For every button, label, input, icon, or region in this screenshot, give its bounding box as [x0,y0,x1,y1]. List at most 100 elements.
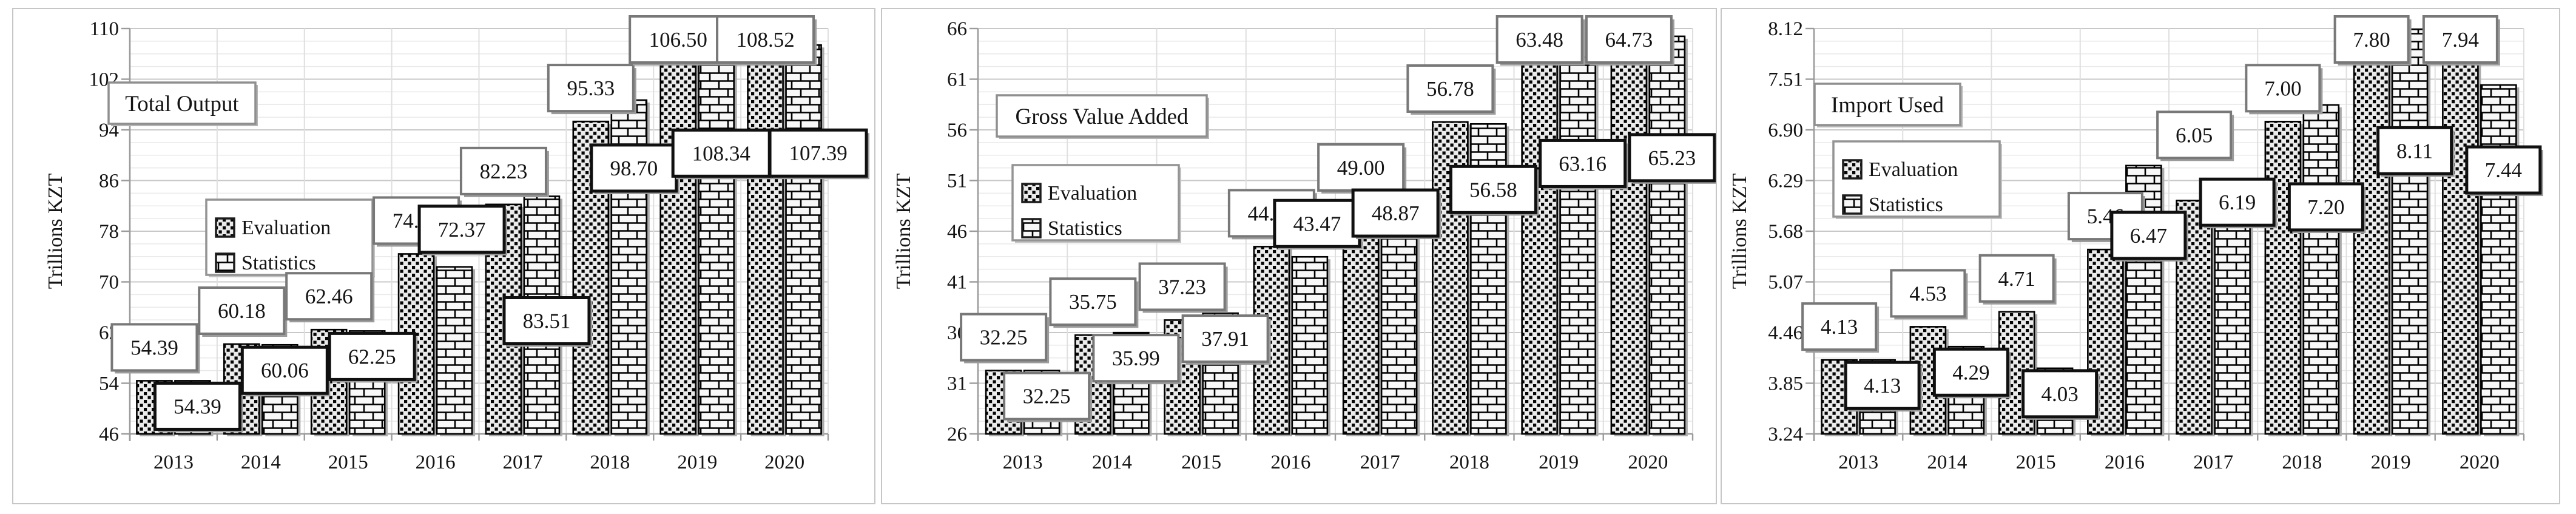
y-tick-label: 78 [99,221,119,243]
y-tick-label: 5.68 [1768,221,1803,243]
x-tick-label: 2019 [2371,451,2411,473]
x-tick-label: 2019 [1539,451,1579,473]
chart-panel-total-output: 46 54 62 70 78 86 94 102 110 2013 2014 2015 2016 2017… [12,8,875,504]
data-label-evaluation-2017: 49.00 [1317,143,1407,194]
data-label-statistics-2013: 54.39 [153,381,243,433]
data-label-value: 83.51 [523,309,571,333]
y-tick-label: 31 [947,373,967,395]
data-label-value: 108.52 [736,28,794,52]
data-label-evaluation-2018: 95.33 [547,64,636,115]
data-label-evaluation-2019: 7.80 [2333,15,2412,66]
legend-label-statistics: Statistics [241,252,316,274]
data-label-value: 62.46 [305,285,353,308]
legend-swatch-statistics-icon [1842,194,1863,215]
y-tick-label: 4.46 [1768,322,1803,344]
x-tick-label: 2018 [590,451,630,473]
x-tick-label: 2014 [241,451,281,473]
y-tick-label: 3.85 [1768,373,1803,395]
x-axis-tick-labels: 2013 2014 2015 2016 2017 2018 2019 2020 [1838,451,2500,473]
data-label-evaluation-2020: 7.94 [2422,15,2500,66]
bar-statistics-2019 [698,38,735,435]
data-label-value: 72.37 [438,218,486,242]
data-label-statistics-2019: 108.34 [671,128,773,180]
y-axis-tick-labels: 3.24 3.85 4.46 5.07 5.68 6.29 6.90 7.51 8.12 [1768,18,1803,445]
data-label-value: 6.05 [2176,123,2213,147]
data-label-evaluation-2018: 56.78 [1406,64,1496,115]
data-label-statistics-2014: 4.29 [1932,347,2011,399]
data-label-value: 108.34 [692,141,750,165]
x-tick-label: 2016 [1270,451,1310,473]
x-tick-label: 2015 [2016,451,2056,473]
data-label-evaluation-2014: 35.75 [1049,277,1139,328]
data-label-value: 56.58 [1469,178,1517,201]
y-tick-label: 26 [947,424,967,445]
data-label-value: 95.33 [567,76,615,100]
data-label-value: 63.16 [1559,152,1607,175]
data-label-value: 48.87 [1372,201,1420,225]
data-label-statistics-2020: 7.44 [2465,145,2543,197]
x-tick-label: 2013 [1838,451,1878,473]
bars [1821,29,2520,437]
legend-swatch-evaluation-icon [1842,159,1863,180]
chart-title: Total Output [125,92,239,117]
data-label-evaluation-2019: 106.50 [629,15,730,66]
data-label-statistics-2020: 107.39 [768,128,870,180]
data-label-statistics-2018: 56.58 [1449,164,1539,216]
x-tick-label: 2017 [1360,451,1400,473]
bar-statistics-2019 [2391,29,2429,435]
data-label-statistics-2019: 8.11 [2376,126,2455,177]
data-label-statistics-2016: 43.47 [1273,198,1363,250]
y-tick-label: 7.51 [1768,69,1803,91]
bar-statistics-2016 [436,266,473,435]
data-label-value: 107.39 [789,141,847,165]
y-tick-label: 8.12 [1768,18,1803,40]
x-tick-label: 2014 [1927,451,1967,473]
data-label-evaluation-2013: 4.13 [1801,302,1880,353]
legend-swatch-evaluation-icon [1021,183,1042,203]
data-label-evaluation-2015: 4.71 [1978,254,2057,305]
x-axis-tick-labels: 2013 2014 2015 2016 2017 2018 2019 2020 [1003,451,1668,473]
data-label-statistics-2017: 48.87 [1351,188,1441,240]
chart-title-box: Gross Value Added [996,94,1209,139]
data-label-value: 65.23 [1648,146,1696,170]
bar-evaluation-2020 [747,37,784,435]
chart-title: Import Used [1831,93,1944,118]
data-label-statistics-2017: 6.19 [2199,177,2278,229]
bar-evaluation-2020 [2442,42,2479,435]
y-tick-label: 86 [99,171,119,192]
x-tick-label: 2014 [1092,451,1132,473]
x-tick-label: 2016 [2105,451,2145,473]
bar-statistics-2020 [2480,84,2517,435]
legend-swatch-statistics-icon [215,252,235,273]
data-label-value: 4.53 [1909,282,1946,305]
data-label-statistics-2015: 4.03 [2021,369,2100,420]
data-label-value: 54.39 [174,394,221,418]
data-label-statistics-2016: 6.47 [2110,211,2188,262]
bar-evaluation-2020 [1610,40,1648,435]
y-tick-label: 5.07 [1768,272,1803,294]
x-tick-label: 2015 [1181,451,1221,473]
data-label-statistics-2018: 98.70 [590,143,679,194]
x-tick-label: 2017 [502,451,542,473]
data-label-value: 4.29 [1952,360,1989,384]
data-label-value: 35.99 [1112,347,1160,370]
legend-swatch-statistics-icon [1021,218,1042,238]
data-label-evaluation-2013: 32.25 [960,313,1050,364]
data-label-value: 32.25 [980,326,1028,350]
legend-swatch-evaluation-icon [215,217,235,238]
data-label-value: 7.80 [2353,28,2390,52]
legend: Evaluation Statistics [205,198,375,277]
data-label-evaluation-2014: 4.53 [1890,269,1968,320]
y-tick-label: 6.29 [1768,171,1803,192]
data-label-statistics-2016: 72.37 [417,205,508,255]
data-label-value: 35.75 [1069,290,1117,314]
data-label-value: 4.13 [1821,315,1858,339]
y-tick-label: 54 [99,373,119,395]
data-label-evaluation-2014: 60.18 [198,286,288,337]
legend-label-evaluation: Evaluation [1869,158,1958,181]
